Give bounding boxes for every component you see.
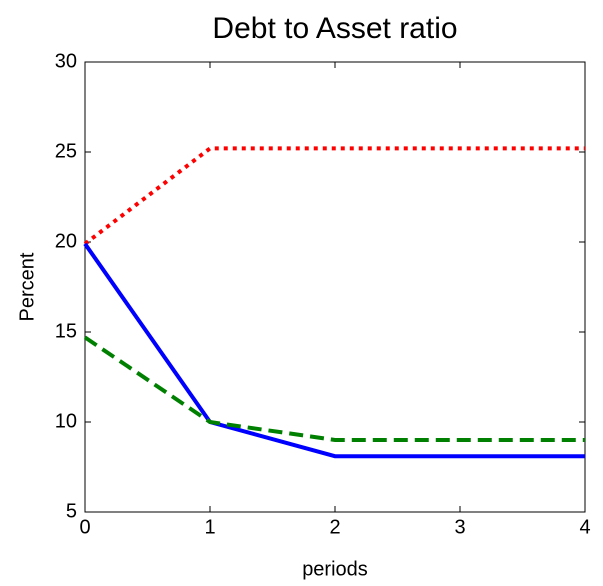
x-tick-label: 2 — [329, 516, 340, 538]
x-axis-label: periods — [302, 558, 368, 580]
y-tick-label: 20 — [55, 230, 77, 252]
y-tick-label: 5 — [66, 500, 77, 522]
y-tick-label: 30 — [55, 50, 77, 72]
x-tick-label: 4 — [579, 516, 590, 538]
chart-title: Debt to Asset ratio — [212, 12, 457, 45]
x-tick-label: 1 — [204, 516, 215, 538]
data-line — [83, 146, 585, 246]
plot-frame — [84, 61, 586, 513]
data-line — [83, 335, 585, 442]
x-tick-label: 3 — [454, 516, 465, 538]
data-line — [83, 242, 585, 459]
y-tick-label: 25 — [55, 140, 77, 162]
y-axis-label: Percent — [16, 252, 38, 321]
y-tick-label: 15 — [55, 320, 77, 342]
x-tick-label: 0 — [79, 516, 90, 538]
y-tick-label: 10 — [55, 410, 77, 432]
